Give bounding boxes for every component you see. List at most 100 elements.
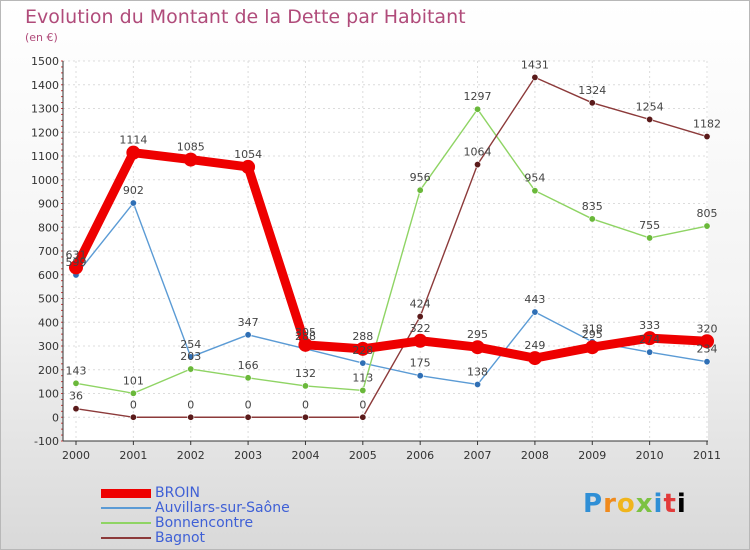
data-label: 0: [359, 398, 366, 411]
y-tick-label: 700: [38, 245, 59, 258]
data-label: 318: [582, 323, 603, 336]
data-label: 1064: [464, 146, 492, 159]
x-tick-label: 2008: [521, 449, 549, 462]
data-point: [129, 389, 137, 397]
data-point: [244, 331, 252, 339]
data-point: [301, 382, 309, 390]
y-tick-label: 800: [38, 221, 59, 234]
data-point: [359, 413, 367, 421]
y-tick-label: 1100: [31, 150, 59, 163]
data-label: 1324: [578, 84, 606, 97]
data-point: [531, 73, 539, 81]
y-tick-label: 0: [52, 411, 59, 424]
data-label: 288: [352, 330, 373, 343]
data-label: 249: [524, 339, 545, 352]
data-point: [413, 333, 428, 348]
data-point: [298, 337, 313, 352]
data-label: 274: [639, 333, 660, 346]
data-label: 0: [187, 398, 194, 411]
data-label: 1297: [464, 90, 492, 103]
data-point: [474, 380, 482, 388]
data-label: 320: [697, 322, 718, 335]
data-point: [69, 260, 83, 275]
data-point: [355, 341, 370, 356]
data-label: 347: [238, 316, 259, 329]
chart-subtitle: (en €): [25, 31, 58, 44]
data-point: [187, 413, 195, 421]
data-point: [646, 348, 654, 356]
x-tick-label: 2006: [406, 449, 434, 462]
data-point: [416, 186, 424, 194]
y-tick-label: 1200: [31, 126, 59, 139]
x-tick-label: 2002: [177, 449, 205, 462]
data-point: [588, 99, 596, 107]
y-tick-label: 500: [38, 293, 59, 306]
y-tick-label: 1300: [31, 103, 59, 116]
data-point: [416, 372, 424, 380]
y-tick-label: 100: [38, 388, 59, 401]
data-label: 424: [410, 298, 431, 311]
data-point: [474, 105, 482, 113]
data-point: [72, 379, 80, 387]
data-label: 0: [245, 398, 252, 411]
data-label: 599: [66, 256, 87, 269]
x-tick-label: 2003: [234, 449, 262, 462]
data-label: 166: [238, 359, 259, 372]
data-point: [187, 365, 195, 373]
data-point: [301, 413, 309, 421]
y-tick-label: 900: [38, 198, 59, 211]
y-tick-label: 300: [38, 340, 59, 353]
data-point: [588, 215, 596, 223]
x-tick-label: 2005: [349, 449, 377, 462]
y-tick-label: 1000: [31, 174, 59, 187]
data-label: 305: [295, 326, 316, 339]
data-point: [474, 161, 482, 169]
data-label: 0: [130, 398, 137, 411]
data-label: 1114: [119, 134, 147, 147]
data-point: [416, 313, 424, 321]
legend-label: Bonnencontre: [155, 515, 254, 531]
data-point: [359, 386, 367, 394]
data-label: 956: [410, 171, 431, 184]
data-label: 101: [123, 374, 144, 387]
data-point: [129, 199, 137, 207]
x-tick-label: 2011: [693, 449, 721, 462]
legend-swatch: [101, 488, 151, 498]
data-label: 295: [467, 328, 488, 341]
data-point: [183, 152, 198, 167]
data-label: 1254: [636, 100, 664, 113]
data-point: [187, 353, 195, 361]
data-label: 254: [180, 338, 201, 351]
data-label: 755: [639, 219, 660, 232]
data-label: 443: [524, 293, 545, 306]
data-point: [700, 334, 714, 349]
y-tick-label: -100: [34, 435, 59, 448]
legend-label: Auvillars-sur-Saône: [155, 500, 290, 516]
data-label: 0: [302, 398, 309, 411]
legend-swatch: [101, 507, 151, 509]
x-tick-label: 2010: [636, 449, 664, 462]
data-label: 805: [697, 207, 718, 220]
legend-label: BROIN: [155, 485, 200, 501]
data-label: 234: [697, 343, 718, 356]
series-line: [75, 108, 708, 394]
data-label: 143: [66, 364, 87, 377]
x-tick-label: 2000: [62, 449, 90, 462]
data-label: 835: [582, 200, 603, 213]
data-point: [72, 405, 80, 413]
y-tick-label: 1500: [31, 55, 59, 68]
series-line: [75, 76, 708, 418]
data-label: 132: [295, 367, 316, 380]
legend-label: Bagnot: [155, 530, 205, 546]
data-label: 175: [410, 357, 431, 370]
data-point: [585, 340, 600, 355]
data-point: [470, 340, 485, 355]
data-point: [527, 351, 542, 366]
x-tick-label: 2009: [578, 449, 606, 462]
data-point: [126, 145, 141, 160]
data-point: [241, 159, 256, 174]
data-label: 36: [69, 390, 83, 403]
y-tick-label: 600: [38, 269, 59, 282]
